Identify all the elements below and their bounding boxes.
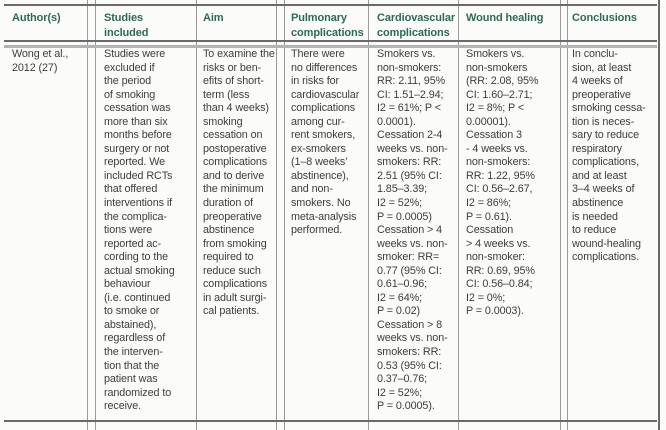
cell-conclusions: In conclu- sion, at least 4 weeks of pre… xyxy=(572,48,646,264)
col-header-conclusions: Conclusions xyxy=(572,12,637,24)
header-bottom-rule xyxy=(4,40,657,42)
cell-wound-healing: Smokers vs. non-smokers (RR: 2.08, 95% C… xyxy=(466,48,539,318)
column-divider xyxy=(196,0,197,430)
cell-pulmonary: There were no differences in risks for c… xyxy=(291,48,360,237)
cell-studies: Studies were excluded if the period of s… xyxy=(104,48,175,413)
column-divider xyxy=(458,0,459,430)
cell-author: Wong et al., 2012 (27) xyxy=(12,48,69,74)
column-divider xyxy=(284,0,285,430)
table-bottom-border xyxy=(4,420,657,422)
column-divider xyxy=(560,0,561,430)
column-divider xyxy=(368,0,369,430)
col-header-aim: Aim xyxy=(203,12,224,24)
col-header-cardiovascular: Cardiovascular complications xyxy=(377,12,456,39)
column-divider xyxy=(95,0,96,430)
table-right-border xyxy=(658,0,660,430)
col-header-authors: Author(s) xyxy=(12,12,61,24)
col-header-studies: Studies included xyxy=(104,12,149,39)
header-bottom-shadow-rule xyxy=(4,45,657,48)
col-header-pulmonary: Pulmonary complications xyxy=(291,12,364,39)
table-top-border xyxy=(4,4,657,6)
cell-aim: To examine the risks or ben- efits of sh… xyxy=(203,48,275,318)
cell-cardiovascular: Smokers vs. non-smokers: RR: 2.11, 95% C… xyxy=(377,48,448,413)
column-divider xyxy=(87,0,88,430)
column-divider xyxy=(276,0,277,430)
col-header-wound-healing: Wound healing xyxy=(466,12,544,24)
column-divider xyxy=(567,0,568,430)
